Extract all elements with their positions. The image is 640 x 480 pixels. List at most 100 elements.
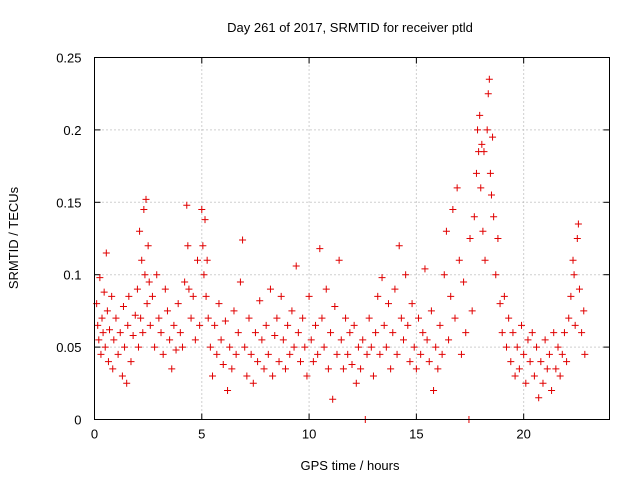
data-point xyxy=(535,394,543,402)
data-point xyxy=(176,329,184,337)
data-point xyxy=(389,329,397,337)
data-point xyxy=(136,227,144,235)
data-point xyxy=(342,314,350,322)
data-point xyxy=(530,372,538,380)
data-point xyxy=(125,292,133,300)
y-tick-label: 0.05 xyxy=(56,340,81,355)
data-point xyxy=(440,271,448,279)
data-point xyxy=(305,292,313,300)
data-point xyxy=(133,285,141,293)
data-point xyxy=(412,365,420,373)
data-point xyxy=(543,365,551,373)
data-point xyxy=(232,350,240,358)
data-point xyxy=(141,271,149,279)
data-point xyxy=(331,303,339,311)
data-point xyxy=(236,278,244,286)
data-point xyxy=(104,358,112,366)
data-point xyxy=(226,343,234,351)
data-point xyxy=(114,350,122,358)
data-point xyxy=(157,329,165,337)
data-point xyxy=(322,285,330,293)
y-tick-label: 0.2 xyxy=(63,123,81,138)
data-point xyxy=(363,350,371,358)
data-point xyxy=(402,271,410,279)
data-point xyxy=(581,350,589,358)
data-point xyxy=(400,336,407,344)
data-point xyxy=(314,350,322,358)
data-point xyxy=(357,365,365,373)
data-point xyxy=(151,343,159,351)
data-point xyxy=(466,235,474,242)
data-point xyxy=(103,307,111,315)
data-point xyxy=(470,213,478,221)
x-axis-label: GPS time / hours xyxy=(301,458,400,473)
data-point xyxy=(567,292,575,300)
data-point xyxy=(436,321,444,329)
data-point xyxy=(387,365,395,373)
data-point xyxy=(575,285,583,293)
plot-frame xyxy=(94,57,610,420)
data-point xyxy=(376,350,384,358)
data-point xyxy=(258,336,266,344)
data-point xyxy=(455,256,463,264)
data-point xyxy=(166,336,174,344)
data-point xyxy=(116,329,124,337)
data-point xyxy=(515,365,523,373)
data-point xyxy=(324,365,332,373)
data-point xyxy=(487,191,495,199)
data-point xyxy=(221,317,229,325)
data-point xyxy=(127,358,135,366)
data-point xyxy=(477,184,485,192)
data-point xyxy=(574,220,582,228)
data-point xyxy=(554,343,562,351)
data-point xyxy=(203,256,211,264)
data-point xyxy=(404,321,412,329)
data-point xyxy=(97,350,105,358)
data-point xyxy=(507,358,515,366)
data-point xyxy=(264,350,272,358)
data-point xyxy=(198,206,206,214)
data-point xyxy=(565,314,573,322)
data-point xyxy=(98,314,106,322)
data-point xyxy=(269,372,277,380)
data-point xyxy=(509,329,517,337)
data-point xyxy=(245,314,253,322)
data-point xyxy=(513,343,521,351)
data-point xyxy=(309,358,317,366)
data-point xyxy=(292,262,300,270)
data-point xyxy=(352,379,360,387)
data-point xyxy=(372,329,380,337)
data-point xyxy=(520,350,528,358)
data-point xyxy=(110,336,118,344)
data-point xyxy=(211,321,219,329)
data-point xyxy=(408,300,416,308)
data-point xyxy=(580,307,588,315)
data-point xyxy=(254,358,262,366)
data-point xyxy=(204,314,212,322)
data-point xyxy=(434,365,442,373)
data-point xyxy=(382,343,390,351)
data-point xyxy=(163,307,171,315)
data-point xyxy=(140,206,148,214)
data-point xyxy=(511,372,519,380)
data-point xyxy=(124,321,132,329)
x-tick-label: 0 xyxy=(91,427,98,442)
data-point xyxy=(196,321,204,329)
data-point xyxy=(484,90,492,98)
data-point xyxy=(123,379,131,387)
data-point xyxy=(273,314,281,322)
data-point xyxy=(503,343,510,351)
data-point xyxy=(146,321,154,329)
data-point xyxy=(121,343,129,351)
data-point xyxy=(271,332,279,340)
data-point xyxy=(102,249,110,257)
data-point xyxy=(144,242,152,250)
data-point xyxy=(445,336,453,344)
data-point xyxy=(374,292,382,300)
data-point xyxy=(359,336,367,344)
data-point xyxy=(241,343,249,351)
data-point xyxy=(199,242,207,250)
data-point xyxy=(109,365,117,373)
data-point xyxy=(281,365,289,373)
data-point xyxy=(483,126,491,134)
